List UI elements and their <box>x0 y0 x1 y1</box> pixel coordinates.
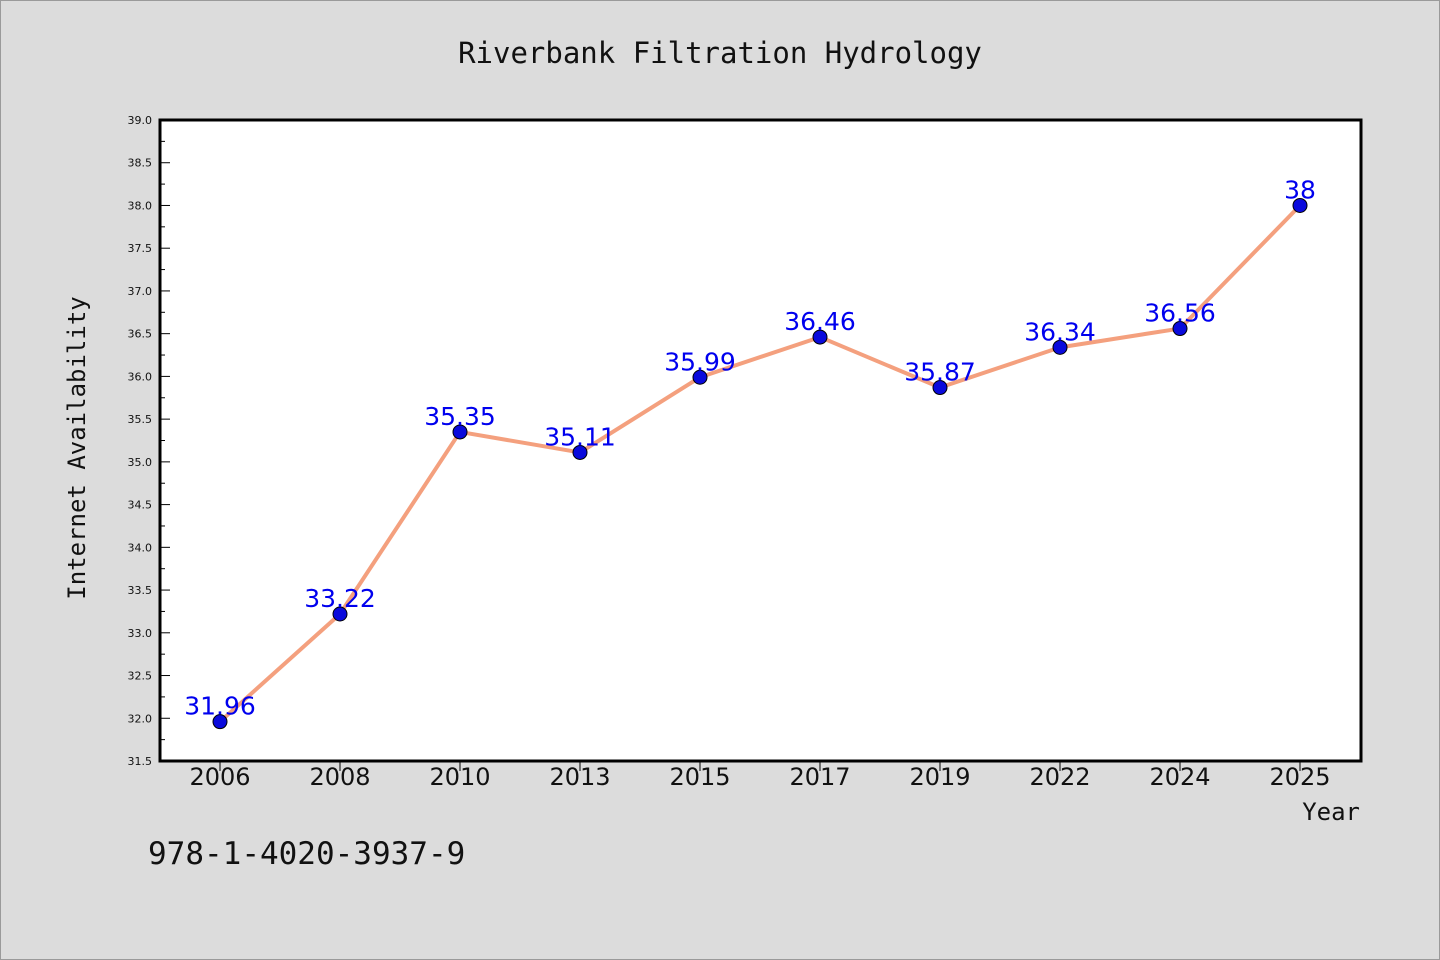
y-tick-label: 35.0 <box>128 456 153 469</box>
x-tick-label: 2006 <box>189 763 250 791</box>
data-label: 38 <box>1284 175 1316 204</box>
x-tick-label: 2022 <box>1029 763 1090 791</box>
y-tick-label: 32.5 <box>128 670 153 683</box>
isbn-annotation: 978-1-4020-3937-9 <box>148 836 465 872</box>
x-tick-label: 2025 <box>1269 763 1330 791</box>
data-label: 35.87 <box>904 358 976 387</box>
x-tick-label: 2024 <box>1149 763 1210 791</box>
data-label: 35.11 <box>544 422 616 451</box>
x-tick-label: 2019 <box>909 763 970 791</box>
y-tick-label: 35.5 <box>128 413 153 426</box>
x-tick-label: 2015 <box>669 763 730 791</box>
data-point <box>572 444 588 460</box>
y-axis: 31.5 32.0 32.5 33.0 33.5 34.0 34.5 35.0 35.5 36.0… <box>128 114 170 768</box>
y-tick-label: 38.0 <box>128 199 153 212</box>
data-point <box>1292 197 1308 213</box>
data-label: 31.96 <box>184 692 256 721</box>
y-tick-label: 33.5 <box>128 584 153 597</box>
y-tick-label: 37.5 <box>128 242 153 255</box>
x-tick-label: 2008 <box>309 763 370 791</box>
series-layer: 31.96 33.22 35.35 35.11 35.99 36.46 35.87 36.34… <box>184 175 1316 730</box>
data-point <box>332 606 348 622</box>
data-point <box>1052 339 1068 355</box>
data-point <box>932 380 948 396</box>
y-tick-label: 31.5 <box>128 755 153 768</box>
y-tick-label: 38.5 <box>128 157 153 170</box>
chart-title: Riverbank Filtration Hydrology <box>458 36 982 70</box>
x-axis: 2006 2008 2010 2013 2015 2017 2019 2022 2024 2025 <box>189 761 1331 791</box>
data-label: 35.35 <box>424 402 496 431</box>
x-tick-label: 2010 <box>429 763 490 791</box>
y-tick-label: 34.0 <box>128 541 153 554</box>
data-label: 36.34 <box>1024 317 1096 346</box>
plot-area <box>158 118 1363 763</box>
data-label: 35.99 <box>664 347 736 376</box>
y-tick-label: 36.0 <box>128 370 153 383</box>
data-label: 36.46 <box>784 307 856 336</box>
y-tick-label: 37.0 <box>128 285 153 298</box>
x-axis-label: Year <box>1302 798 1360 826</box>
data-point <box>812 329 828 345</box>
y-axis-label: Internet Availability <box>63 296 91 599</box>
y-tick-label: 39.0 <box>128 114 153 127</box>
y-tick-label: 33.0 <box>128 627 153 640</box>
data-point <box>452 424 468 440</box>
x-tick-label: 2013 <box>549 763 610 791</box>
x-tick-label: 2017 <box>789 763 850 791</box>
y-tick-label: 32.0 <box>128 712 153 725</box>
data-point <box>1172 321 1188 337</box>
data-label: 36.56 <box>1144 299 1216 328</box>
series-line <box>218 204 1302 724</box>
y-tick-label: 34.5 <box>128 499 153 512</box>
y-tick-label: 36.5 <box>128 328 153 341</box>
data-point <box>212 714 228 730</box>
data-label: 33.22 <box>304 584 376 613</box>
data-point <box>692 369 708 385</box>
